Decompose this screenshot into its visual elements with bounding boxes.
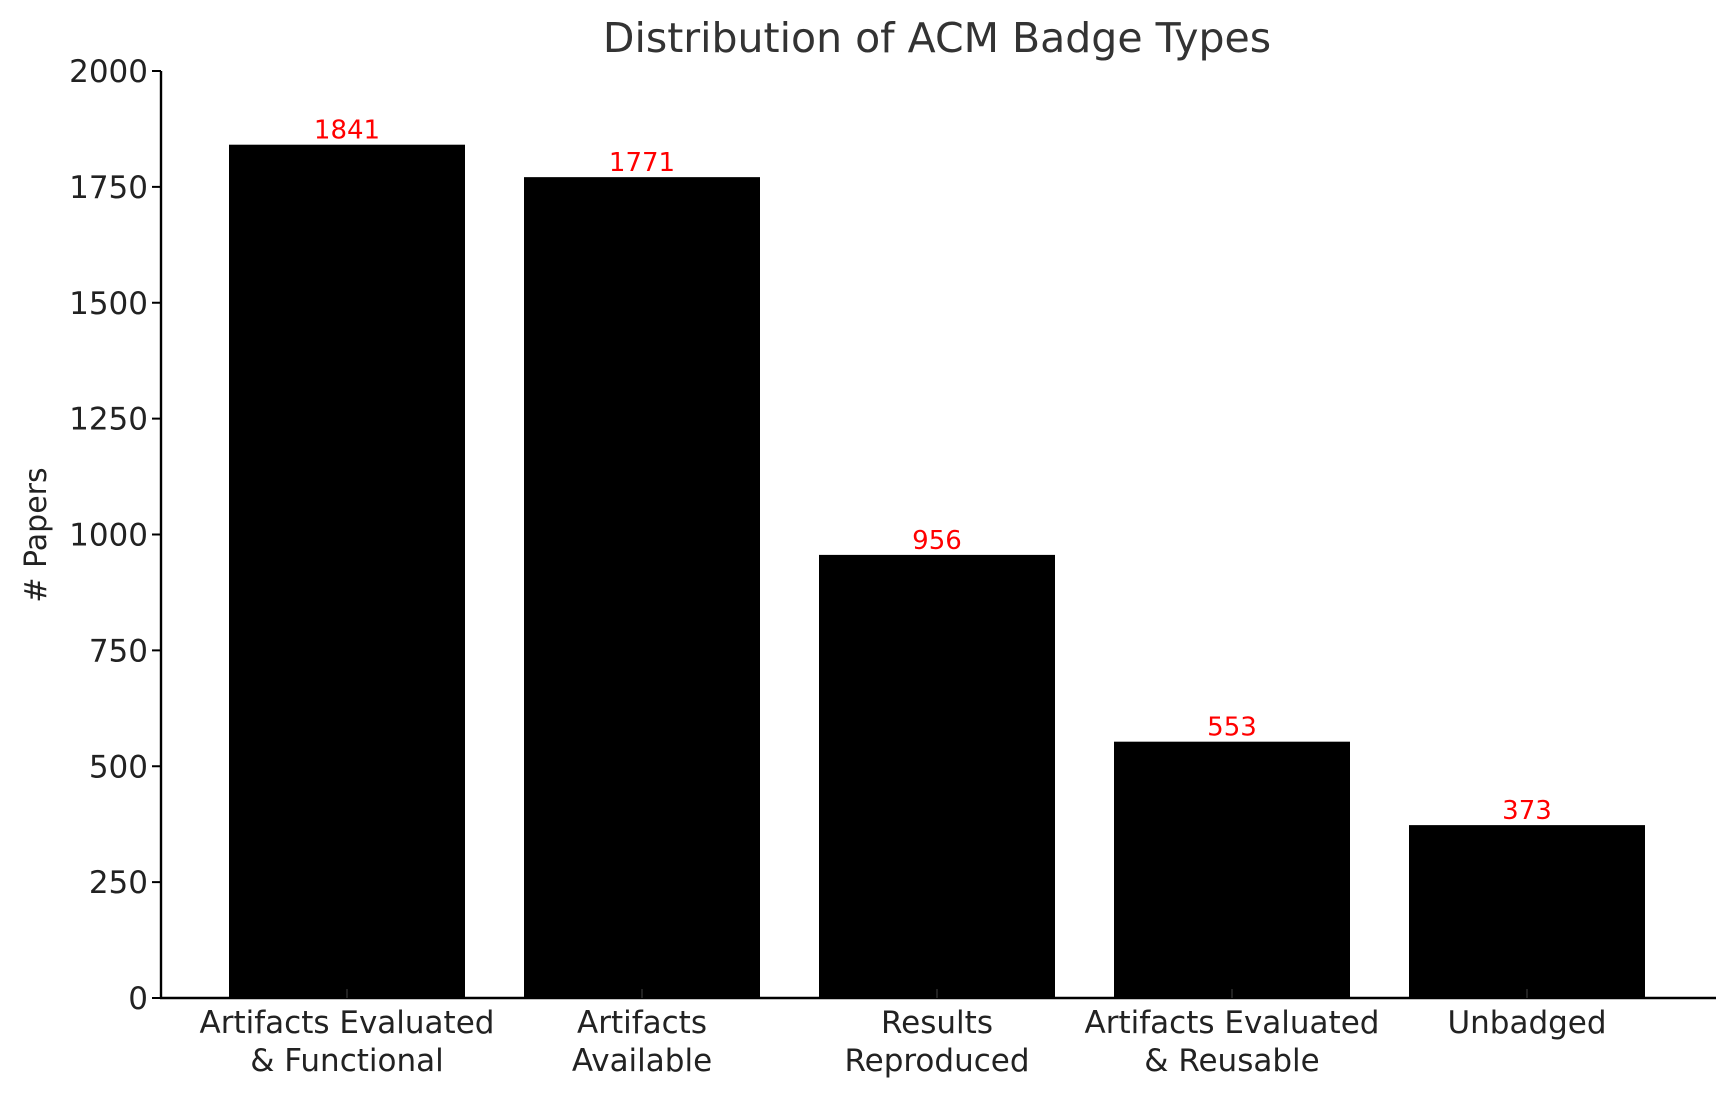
chart-title: Distribution of ACM Badge Types xyxy=(603,14,1271,62)
plot-area: 0 250 500 750 1000 1250 1500 1750 2000 Artifacts … xyxy=(69,54,1716,1079)
y-tick-label: 1750 xyxy=(69,170,148,206)
data-label: 1771 xyxy=(609,148,675,178)
bar-1 xyxy=(229,144,465,998)
x-tick-label: Results Reproduced xyxy=(844,1005,1029,1079)
y-tick-label: 1500 xyxy=(69,286,148,322)
y-axis-label: # Papers xyxy=(19,467,54,602)
y-tick-label: 1000 xyxy=(69,518,148,554)
data-label: 956 xyxy=(912,526,962,556)
data-label: 373 xyxy=(1502,796,1552,826)
y-tick-label: 1250 xyxy=(69,402,148,438)
bar-5 xyxy=(1409,825,1645,998)
y-tick-label: 500 xyxy=(89,749,148,785)
y-tick-label: 250 xyxy=(89,865,148,901)
x-tick-label: Artifacts Evaluated & Reusable xyxy=(1085,1005,1380,1079)
data-label: 553 xyxy=(1207,713,1257,743)
y-tick-label: 750 xyxy=(89,633,148,669)
data-label: 1841 xyxy=(314,116,380,146)
y-tick-label: 0 xyxy=(128,981,148,1017)
y-tick-label: 2000 xyxy=(69,54,148,90)
bar-2 xyxy=(524,177,760,999)
x-tick-label: Artifacts Evaluated & Functional xyxy=(200,1005,495,1079)
bar-4 xyxy=(1114,741,1350,998)
bar-3 xyxy=(819,554,1055,998)
x-tick-label: Artifacts Available xyxy=(572,1005,712,1079)
x-tick-label: Unbadged xyxy=(1447,1005,1606,1041)
